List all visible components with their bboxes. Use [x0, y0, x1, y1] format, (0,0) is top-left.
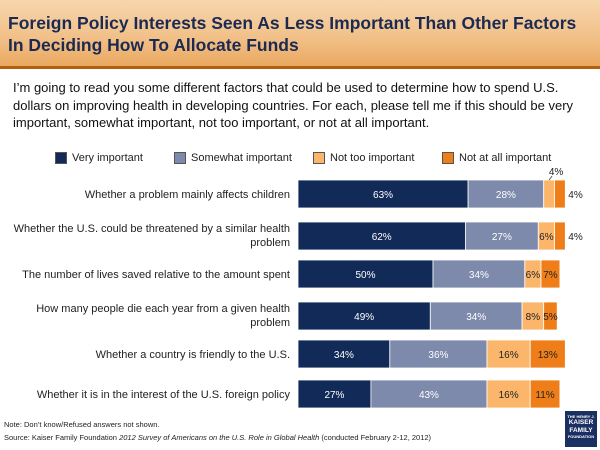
data-label: 62%: [372, 232, 392, 243]
question-text: I’m going to read you some different fac…: [13, 80, 574, 130]
kff-logo: THE HENRY J. KAISER FAMILY FOUNDATION: [565, 411, 597, 447]
bar-not-at-all-important: [554, 221, 566, 251]
legend-swatch-not-at-all-important: [442, 152, 454, 164]
data-label: 4%: [568, 190, 583, 201]
source-note: Source: Kaiser Family Foundation 2012 Su…: [4, 433, 431, 443]
category-label: Whether a country is friendly to the U.S…: [95, 349, 290, 361]
data-label: 34%: [469, 270, 489, 281]
data-label: 16%: [499, 390, 519, 401]
data-label: 28%: [496, 190, 516, 201]
source-title: 2012 Survey of Americans on the U.S. Rol…: [119, 433, 320, 442]
legend-swatch-very-important: [55, 152, 67, 164]
data-label: 13%: [538, 350, 558, 361]
data-label: 43%: [419, 390, 439, 401]
bar-very-important: [297, 221, 466, 251]
data-label: 36%: [428, 350, 448, 361]
category-label: How many people die each year from a giv…: [36, 303, 290, 329]
legend-swatch-somewhat-important: [174, 152, 186, 164]
logo-line1: THE HENRY J.: [567, 414, 595, 419]
bar-not-at-all-important: [543, 301, 558, 331]
data-label: 49%: [354, 312, 374, 323]
source-prefix: Source: Kaiser Family Foundation: [4, 433, 120, 442]
logo-line2a: KAISER: [568, 419, 594, 426]
bar-not-at-all-important: [529, 379, 561, 409]
bar-not-at-all-important: [554, 179, 566, 209]
category-label: Whether a problem mainly affects childre…: [84, 189, 290, 201]
legend-label-very-important: Very important: [72, 152, 143, 164]
data-label: 27%: [492, 232, 512, 243]
bar-somewhat-important: [467, 179, 545, 209]
source-suffix: (conducted February 2-12, 2012): [319, 433, 432, 442]
bar-very-important: [297, 259, 434, 289]
logo-line2b: FAMILY: [569, 426, 593, 434]
bar-not-at-all-important: [540, 259, 561, 289]
data-label: 16%: [499, 350, 519, 361]
data-label: 4%: [568, 232, 583, 243]
footnote: Note: Don’t know/Refused answers not sho…: [4, 420, 160, 429]
data-label: 7%: [543, 270, 558, 281]
category-label: Whether it is in the interest of the U.S…: [36, 389, 290, 401]
bar-somewhat-important: [389, 339, 488, 369]
data-label: 34%: [334, 350, 354, 361]
data-label: 34%: [466, 312, 486, 323]
data-label: 8%: [526, 312, 541, 323]
bar-very-important: [297, 179, 469, 209]
data-label: 63%: [373, 190, 393, 201]
bar-somewhat-important: [432, 259, 526, 289]
data-label: 50%: [355, 270, 375, 281]
legend-label-somewhat-important: Somewhat important: [191, 152, 292, 164]
legend-label-not-too-important: Not too important: [330, 152, 415, 164]
legend-label-not-at-all-important: Not at all important: [459, 152, 552, 164]
data-label: 6%: [526, 270, 541, 281]
data-label: 27%: [324, 390, 344, 401]
category-label: Whether the U.S. could be threatened by …: [13, 223, 290, 249]
data-label: 11%: [535, 390, 554, 401]
data-label: 5%: [543, 312, 558, 323]
bar-not-too-important: [486, 379, 531, 409]
logo-line3: FOUNDATION: [567, 434, 595, 439]
category-label: The number of lives saved relative to th…: [22, 269, 290, 281]
header-banner: Foreign Policy Interests Seen As Less Im…: [0, 0, 600, 69]
legend-swatch-not-too-important: [313, 152, 325, 164]
bar-somewhat-important: [464, 221, 539, 251]
data-label: 4%: [549, 167, 564, 178]
bar-very-important: [297, 301, 431, 331]
bar-very-important: [297, 339, 391, 369]
leader-line: [548, 175, 553, 181]
data-label: 6%: [539, 232, 554, 243]
page-title: Foreign Policy Interests Seen As Less Im…: [8, 13, 577, 55]
bar-not-too-important: [486, 339, 531, 369]
bar-not-too-important: [543, 179, 555, 209]
bar-very-important: [297, 379, 372, 409]
bar-not-at-all-important: [529, 339, 566, 369]
